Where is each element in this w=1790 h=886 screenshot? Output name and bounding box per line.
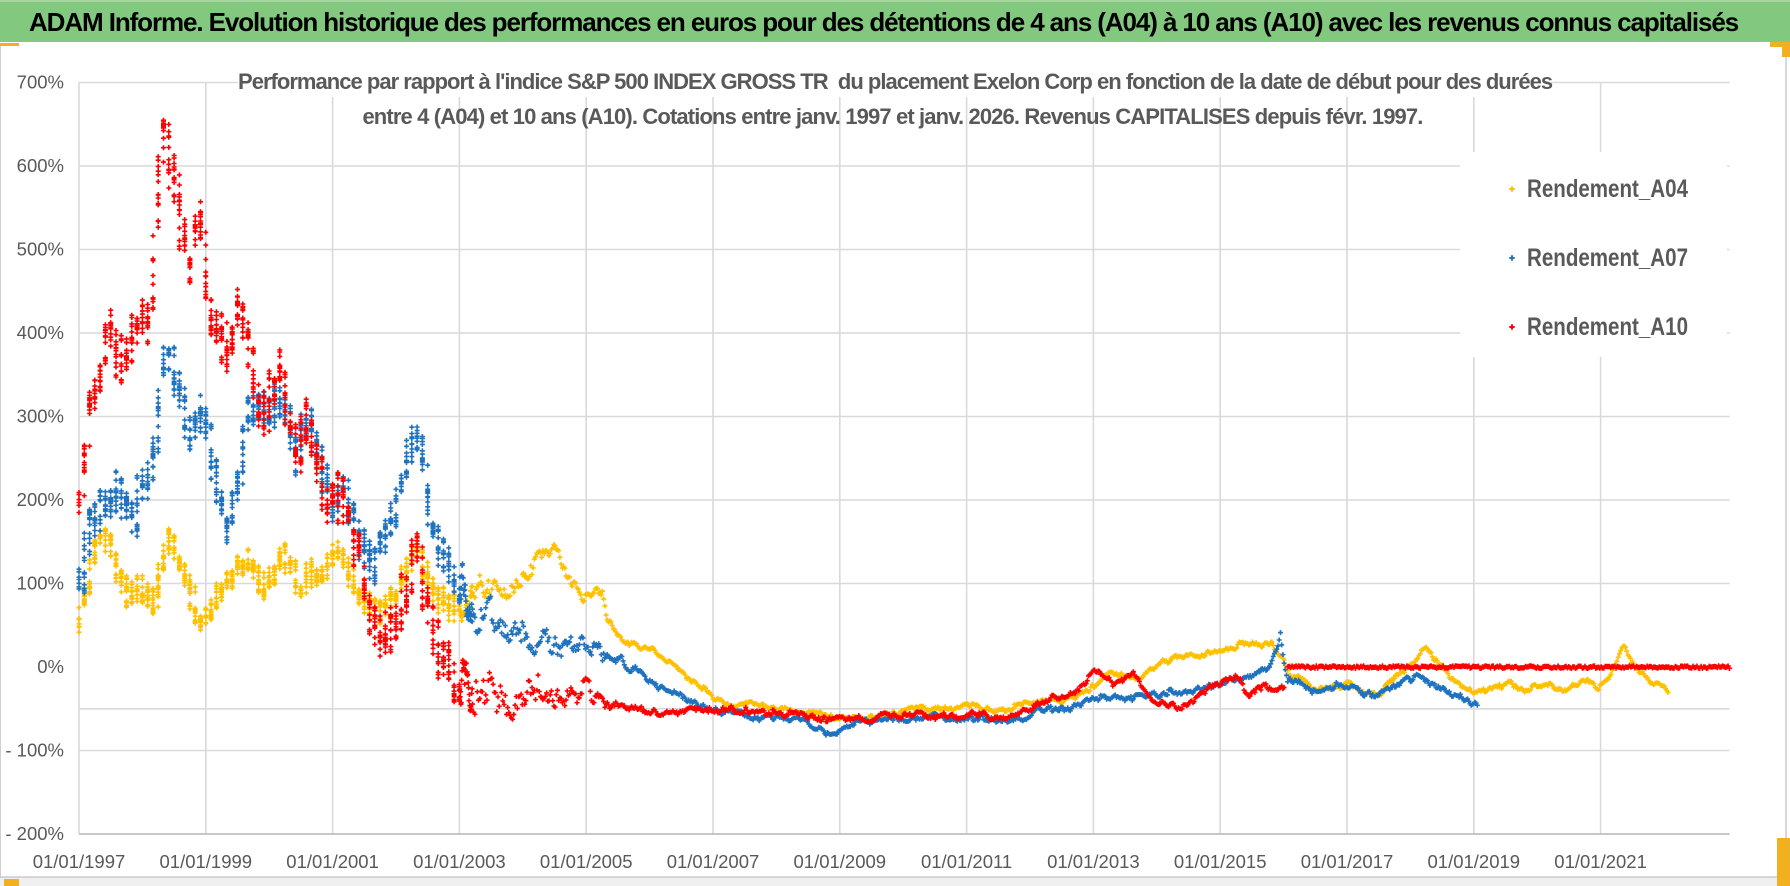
svg-text:500%: 500% <box>17 239 64 260</box>
svg-text:01/01/2005: 01/01/2005 <box>540 851 633 872</box>
svg-text:Rendement_A07: Rendement_A07 <box>1527 244 1688 272</box>
svg-text:01/01/2009: 01/01/2009 <box>794 851 887 872</box>
svg-text:01/01/2019: 01/01/2019 <box>1428 851 1521 872</box>
svg-text:01/01/2013: 01/01/2013 <box>1047 851 1140 872</box>
svg-text:Rendement_A10: Rendement_A10 <box>1527 313 1688 341</box>
svg-text:700%: 700% <box>17 72 64 93</box>
svg-text:01/01/2007: 01/01/2007 <box>667 851 760 872</box>
svg-text:400%: 400% <box>17 322 64 343</box>
svg-text:01/01/2003: 01/01/2003 <box>413 851 506 872</box>
svg-text:- 100%: - 100% <box>5 740 64 761</box>
svg-text:200%: 200% <box>17 489 64 510</box>
svg-text:600%: 600% <box>17 155 64 176</box>
svg-text:Rendement_A04: Rendement_A04 <box>1527 175 1688 203</box>
svg-text:01/01/2017: 01/01/2017 <box>1301 851 1394 872</box>
svg-text:- 200%: - 200% <box>5 823 64 844</box>
svg-text:01/01/2015: 01/01/2015 <box>1174 851 1267 872</box>
svg-text:01/01/2021: 01/01/2021 <box>1554 851 1647 872</box>
svg-text:0%: 0% <box>37 656 64 677</box>
svg-text:01/01/2001: 01/01/2001 <box>286 851 379 872</box>
svg-text:01/01/1999: 01/01/1999 <box>160 851 253 872</box>
svg-text:01/01/2011: 01/01/2011 <box>921 851 1012 872</box>
svg-text:100%: 100% <box>17 573 64 594</box>
svg-text:01/01/1997: 01/01/1997 <box>33 851 126 872</box>
svg-text:300%: 300% <box>17 406 64 427</box>
